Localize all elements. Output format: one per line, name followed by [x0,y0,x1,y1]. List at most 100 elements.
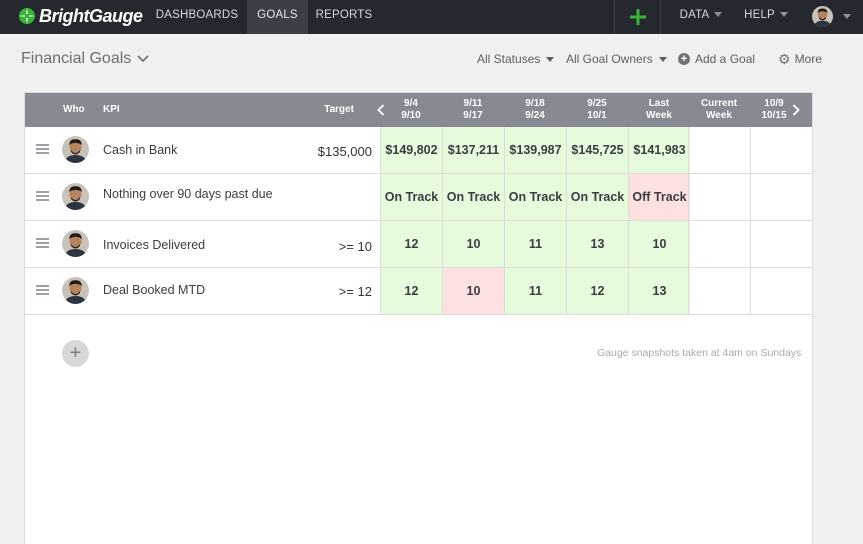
table-row[interactable]: Invoices Delivered >= 10 12 10 11 13 10 [25,221,812,268]
period-start: 9/11 [463,98,483,109]
kpi-value-cell[interactable] [688,268,750,314]
col-period: 9/11 9/17 [442,93,504,127]
kpi-value-cell[interactable]: 10 [442,268,504,314]
nav-divider [660,0,661,34]
kpi-value-cell[interactable] [688,221,750,267]
kpi-value-cell[interactable]: On Track [442,174,504,220]
chevron-down-icon [658,57,667,62]
period-end: 10/15 [761,110,787,121]
avatar-icon [62,136,89,163]
status-filter[interactable]: All Statuses [477,52,555,66]
kpi-value-cell[interactable] [750,174,812,220]
table-header: Who KPI Target 9/4 9/10 9/11 9/17 9/18 9/24… [25,93,812,127]
kpi-value-cell[interactable]: On Track [566,174,628,220]
nav-help-label: HELP [744,9,775,21]
kpi-value-cell[interactable] [688,174,750,220]
kpi-value-cell[interactable] [750,221,812,267]
status-filter-label: All Statuses [477,52,541,66]
col-period: Current Week [688,93,750,127]
brand-name: BrightGauge [39,5,143,26]
add-circle-icon: + [678,53,690,65]
kpi-value-cell[interactable]: $141,983 [628,127,690,173]
kpi-value-cell[interactable]: 12 [380,221,442,267]
kpi-name[interactable]: Nothing over 90 days past due [103,187,273,201]
table-row[interactable]: Nothing over 90 days past due On Track On … [25,174,812,221]
kpi-value-cell[interactable]: 13 [628,268,690,314]
chevron-down-icon [546,57,555,62]
kpi-value-cell[interactable]: $149,802 [380,127,442,173]
period-start: 9/4 [404,98,418,109]
period-end: Week [646,110,672,121]
col-period: 10/9 10/15 [747,93,801,127]
col-who: Who [63,104,85,115]
kpi-value-cell[interactable]: $139,987 [504,127,566,173]
kpi-value-cell[interactable]: 13 [566,221,628,267]
add-goal-label: Add a Goal [695,52,756,66]
nav-dashboards[interactable]: DASHBOARDS [155,9,239,21]
kpi-value-cell[interactable]: 11 [504,268,566,314]
kpi-value-cell[interactable]: 12 [566,268,628,314]
page-title: Financial Goals [21,50,132,67]
chevron-down-icon [779,12,788,17]
next-period-button[interactable] [789,93,803,127]
nav-goals[interactable]: GOALS [247,0,308,34]
brightgauge-logo-icon [19,8,35,24]
goal-owner-avatar [62,277,89,304]
col-period: 9/25 10/1 [566,93,628,127]
prev-period-button[interactable] [374,93,388,127]
user-avatar[interactable] [812,6,833,27]
drag-handle-icon[interactable] [36,285,49,297]
goal-owner-avatar [62,183,89,210]
kpi-value-cell[interactable]: 10 [442,221,504,267]
kpi-value-cell[interactable]: 11 [504,221,566,267]
col-period: 9/18 9/24 [504,93,566,127]
nav-divider [614,0,615,34]
drag-handle-icon[interactable] [36,238,49,250]
kpi-name[interactable]: Invoices Delivered [103,238,206,252]
plus-icon [629,9,646,25]
user-menu-chevron-icon[interactable] [843,14,851,19]
drag-handle-icon[interactable] [36,144,49,156]
add-goal-button[interactable]: + Add a Goal [678,52,755,66]
col-period: Last Week [628,93,690,127]
table-row[interactable]: Cash in Bank $135,000 $149,802 $137,211 $139… [25,127,812,174]
more-button[interactable]: ⚙ More [778,52,822,66]
kpi-target: >= 12 [338,284,372,299]
nav-reports[interactable]: REPORTS [315,9,373,21]
kpi-value-cell[interactable]: $145,725 [566,127,628,173]
kpi-value-cell[interactable] [750,127,812,173]
kpi-value-cell[interactable] [688,127,750,173]
nav-data-menu[interactable]: DATA [671,0,731,34]
period-end: 9/17 [463,110,483,121]
goal-owner-filter[interactable]: All Goal Owners [566,52,667,66]
kpi-name[interactable]: Deal Booked MTD [103,283,206,297]
kpi-target: >= 10 [338,239,372,254]
kpi-value-cell[interactable]: 12 [380,268,442,314]
avatar-icon [812,6,833,27]
gear-icon: ⚙ [778,51,791,67]
kpi-value-cell[interactable]: $137,211 [442,127,504,173]
create-button[interactable] [615,0,660,34]
kpi-value-cell[interactable]: Off Track [628,174,690,220]
kpi-name[interactable]: Cash in Bank [103,143,178,157]
kpi-value-cell[interactable]: On Track [504,174,566,220]
period-start: Last [648,98,670,109]
title-chevron-down-icon[interactable] [137,55,149,63]
top-nav: BrightGauge DASHBOARDS GOALS REPORTS DAT… [0,0,863,34]
add-row-button[interactable]: + [62,340,89,367]
kpi-value-cell[interactable]: 10 [628,221,690,267]
kpi-target: $135,000 [317,144,372,159]
table-row[interactable]: Deal Booked MTD >= 12 12 10 11 12 13 [25,268,812,315]
goal-owner-filter-label: All Goal Owners [566,52,653,66]
goal-owner-avatar [62,230,89,257]
period-end: Week [706,110,732,121]
kpi-value-cell[interactable]: On Track [380,174,442,220]
drag-handle-icon[interactable] [36,191,49,203]
brand-logo[interactable]: BrightGauge [18,5,143,27]
kpi-value-cell[interactable] [750,268,812,314]
col-kpi: KPI [103,104,120,115]
nav-help-menu[interactable]: HELP [738,0,794,34]
chevron-left-icon [377,104,385,116]
period-start: 10/9 [764,98,784,109]
avatar-icon [62,183,89,210]
